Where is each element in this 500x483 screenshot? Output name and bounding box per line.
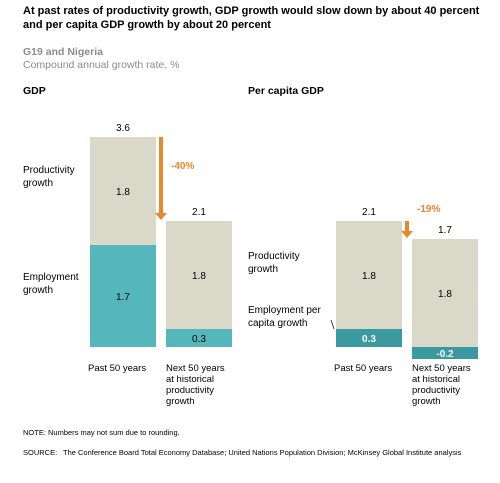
panel-title: Per capita GDP <box>248 85 324 97</box>
data-label-employment: 1.7 <box>116 292 130 303</box>
total-label: 3.6 <box>116 123 130 134</box>
unit-label: Compound annual growth rate, % <box>23 59 180 71</box>
category-label: Next 50 years <box>412 363 471 374</box>
series-label: growth <box>23 285 53 296</box>
bar-productivity <box>166 221 232 329</box>
total-label: 2.1 <box>192 207 206 218</box>
data-label-productivity: 1.8 <box>192 271 206 282</box>
series-label-leader <box>330 319 335 330</box>
series-label: Productivity <box>23 165 75 176</box>
data-label-productivity: 1.8 <box>362 271 376 282</box>
data-label-employment: -0.2 <box>436 349 454 360</box>
total-label: 1.7 <box>438 225 452 236</box>
bar-productivity <box>336 221 402 329</box>
change-arrow-head <box>401 231 413 238</box>
series-label: Productivity <box>248 251 300 262</box>
bar-charts: GDP 1.8 1.7 3.6 Past 50 years 1.8 0.3 2.1 Next 5… <box>23 85 478 407</box>
category-label: growth <box>166 396 195 407</box>
change-label: -40% <box>171 161 194 172</box>
data-label-productivity: 1.8 <box>438 289 452 300</box>
source-label: SOURCE: <box>23 448 58 457</box>
category-label: Past 50 years <box>88 363 146 374</box>
panel-title: GDP <box>23 85 46 97</box>
data-label-employment: 0.3 <box>362 334 376 345</box>
series-label: growth <box>248 264 278 275</box>
category-label: productivity <box>412 385 460 396</box>
series-label: growth <box>23 178 53 189</box>
category-label: Past 50 years <box>334 363 392 374</box>
change-label: -19% <box>417 204 440 215</box>
series-label: capita growth <box>248 318 307 329</box>
change-arrow-head <box>155 213 167 220</box>
total-label: 2.1 <box>362 207 376 218</box>
data-label-employment: 0.3 <box>192 334 206 345</box>
chart-title: At past rates of productivity growth, GD… <box>23 5 480 31</box>
bar-productivity <box>412 239 478 347</box>
category-label: growth <box>412 396 441 407</box>
chart-subtitle: G19 and Nigeria <box>23 46 103 58</box>
bar-productivity <box>90 137 156 245</box>
category-label: at historical <box>166 374 214 385</box>
category-label: productivity <box>166 385 214 396</box>
data-label-productivity: 1.8 <box>116 187 130 198</box>
bar-employment <box>90 245 156 347</box>
source-text: The Conference Board Total Economy Datab… <box>63 448 462 457</box>
bar-employment <box>336 329 402 347</box>
bar-employment <box>166 329 232 347</box>
category-label: Next 50 years <box>166 363 225 374</box>
note: NOTE: Numbers may not sum due to roundin… <box>23 428 180 437</box>
series-label: Employment per <box>248 305 321 316</box>
bar-employment <box>412 347 478 359</box>
category-label: at historical <box>412 374 460 385</box>
series-label: Employment <box>23 272 79 283</box>
